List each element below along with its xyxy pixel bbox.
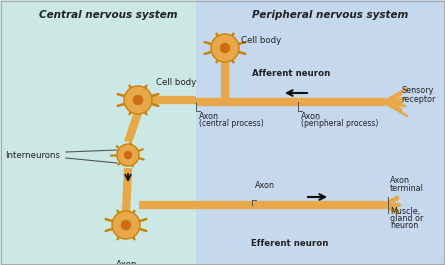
Text: terminal: terminal: [390, 184, 424, 193]
Text: receptor: receptor: [401, 95, 435, 104]
Text: Muscle,: Muscle,: [390, 207, 420, 216]
Circle shape: [211, 34, 239, 62]
Text: Cell body: Cell body: [241, 36, 281, 45]
Text: gland or: gland or: [390, 214, 423, 223]
Text: (central process): (central process): [199, 119, 264, 128]
Text: Peripheral nervous system: Peripheral nervous system: [252, 10, 408, 20]
Text: Cell body: Cell body: [156, 78, 196, 87]
Text: Efferent neuron: Efferent neuron: [251, 239, 329, 248]
Circle shape: [121, 220, 131, 230]
Text: Axon: Axon: [116, 260, 138, 265]
Text: Afferent neuron: Afferent neuron: [252, 69, 330, 78]
Text: Axon: Axon: [301, 112, 321, 121]
Text: (peripheral process): (peripheral process): [301, 119, 378, 128]
Circle shape: [220, 43, 230, 53]
Text: Central nervous system: Central nervous system: [39, 10, 177, 20]
Bar: [196, 0, 445, 265]
Text: Axon: Axon: [390, 176, 410, 185]
Circle shape: [124, 86, 152, 114]
Circle shape: [117, 144, 139, 166]
Bar: [0, 0, 196, 265]
Text: neuron: neuron: [390, 221, 418, 230]
Circle shape: [112, 211, 140, 239]
Text: Axon: Axon: [199, 112, 219, 121]
Text: Axon: Axon: [255, 181, 275, 190]
Circle shape: [124, 151, 132, 159]
Text: Sensory: Sensory: [401, 86, 433, 95]
Circle shape: [133, 95, 143, 105]
Text: Interneurons: Interneurons: [5, 151, 60, 160]
